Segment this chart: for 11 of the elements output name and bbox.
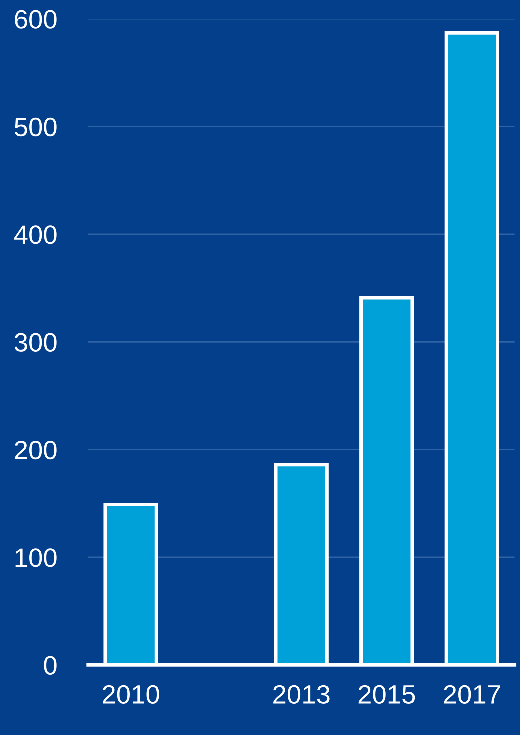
y-tick-label: 100 xyxy=(16,548,57,568)
y-tick-label: 500 xyxy=(14,118,57,137)
x-tick-label: 2015 xyxy=(358,685,416,704)
x-tick-label: 2017 xyxy=(444,685,500,704)
y-tick-label: 0 xyxy=(44,656,57,675)
y-tick-label: 200 xyxy=(15,440,57,460)
x-tick-label: 2010 xyxy=(103,685,160,704)
x-tick-label: 2013 xyxy=(274,685,330,704)
y-tick-label: 600 xyxy=(15,10,57,29)
y-tick-label: 300 xyxy=(14,333,57,352)
y-tick-label: 400 xyxy=(14,226,57,244)
